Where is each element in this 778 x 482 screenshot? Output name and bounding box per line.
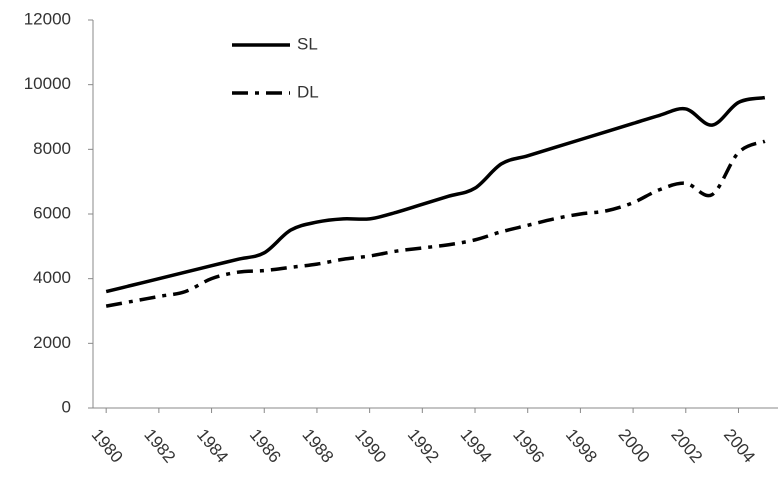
x-tick-label: 1990 (351, 425, 390, 466)
y-tick-label: 4000 (33, 268, 71, 287)
y-tick-label: 12000 (24, 9, 71, 28)
x-tick-label: 1982 (140, 425, 179, 466)
y-tick-label: 0 (62, 397, 71, 416)
x-tick-label: 1998 (562, 425, 601, 466)
x-tick-label: 1986 (246, 425, 285, 466)
legend-label: SL (297, 34, 318, 53)
x-tick-label: 2002 (667, 425, 706, 466)
x-tick-label: 2004 (720, 425, 759, 466)
x-tick-label: 1992 (404, 425, 443, 466)
x-tick-label: 1996 (509, 425, 548, 466)
x-tick-label: 1980 (88, 425, 127, 466)
x-tick-label: 1988 (298, 425, 337, 466)
series-line (105, 139, 766, 308)
legend-label: DL (297, 82, 319, 101)
x-tick-label: 1994 (457, 425, 496, 466)
y-tick-label: 6000 (33, 203, 71, 222)
x-tick-label: 1984 (193, 425, 232, 466)
series-line (105, 95, 766, 294)
y-tick-label: 10000 (24, 74, 71, 93)
y-tick-label: 8000 (33, 139, 71, 158)
x-tick-label: 2000 (615, 425, 654, 466)
y-tick-label: 2000 (33, 333, 71, 352)
